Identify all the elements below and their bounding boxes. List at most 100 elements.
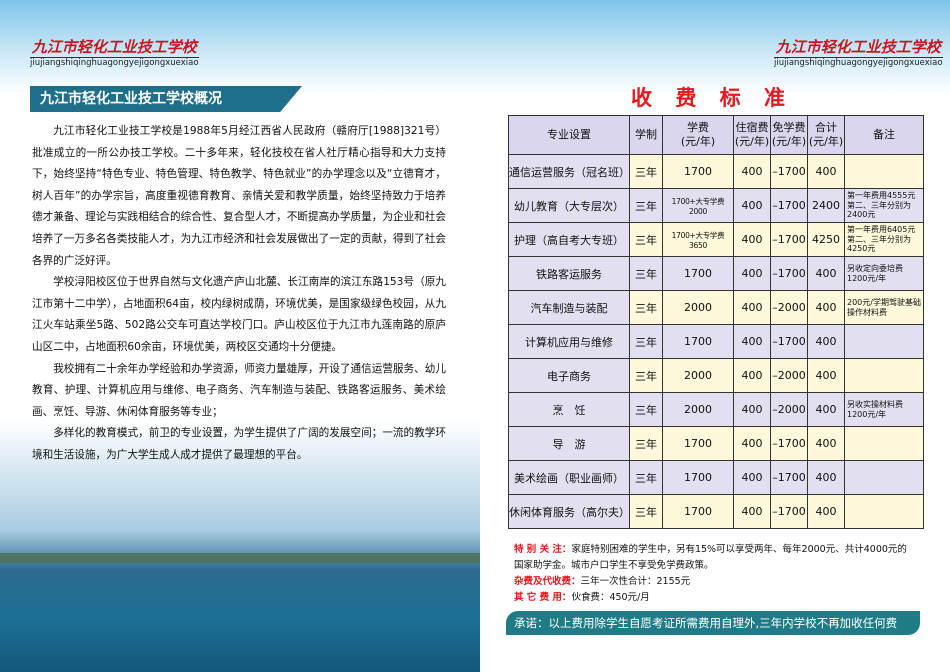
table-cell: 4250 bbox=[807, 222, 845, 257]
table-cell: 400 bbox=[733, 358, 771, 393]
note-label: 其 它 费 用： bbox=[514, 592, 572, 603]
remark-cell: 另收定向委培费1200元/年 bbox=[844, 256, 924, 291]
table-cell: 400 bbox=[733, 154, 771, 189]
logo-left: 九江市轻化工业技工学校 jiujiangshiqinghuagongyejigo… bbox=[30, 36, 199, 68]
table-cell: –1700 bbox=[770, 460, 808, 495]
remark-cell: 另收实操材料费1200元/年 bbox=[844, 392, 924, 427]
table-cell: 2000 bbox=[662, 358, 734, 393]
table-cell: 400 bbox=[807, 256, 845, 291]
lake-photo bbox=[0, 420, 480, 672]
table-cell: 1700 bbox=[662, 256, 734, 291]
table-cell: 美术绘画（职业画师） bbox=[508, 460, 630, 495]
remark-cell bbox=[844, 426, 924, 461]
note-label: 杂费及代收费： bbox=[514, 576, 581, 587]
logo-right: 九江市轻化工业技工学校 jiujiangshiqinghuagongyejigo… bbox=[774, 36, 943, 68]
table-cell: 400 bbox=[807, 494, 845, 529]
table-cell: –1700 bbox=[770, 426, 808, 461]
table-cell: –2000 bbox=[770, 358, 808, 393]
table-cell: –1700 bbox=[770, 222, 808, 257]
paragraph: 多样化的教育模式，前卫的专业设置，为学生提供了广阔的发展空间；一流的教学环境和生… bbox=[32, 427, 446, 461]
table-cell: 400 bbox=[807, 460, 845, 495]
table-row: 计算机应用与维修 三年 1700 400 –1700 400 bbox=[508, 324, 924, 359]
header-cell: 合计 (元/年) bbox=[807, 115, 845, 155]
table-cell: 1700 bbox=[662, 154, 734, 189]
table-cell: 400 bbox=[733, 324, 771, 359]
table-cell: 三年 bbox=[629, 290, 663, 325]
note-label: 特 别 关 注： bbox=[514, 544, 572, 555]
table-cell: –1700 bbox=[770, 256, 808, 291]
table-cell: –1700 bbox=[770, 188, 808, 223]
note: 特 别 关 注：家庭特别困难的学生中，另有15%可以享受两年、每年2000元、共… bbox=[514, 542, 910, 574]
table-cell: 400 bbox=[733, 290, 771, 325]
table-cell: 1700 bbox=[662, 324, 734, 359]
header-text: 住宿费 bbox=[735, 121, 769, 134]
table-cell: 400 bbox=[733, 494, 771, 529]
header-text: (元/年) bbox=[771, 135, 807, 148]
header-cell: 专业设置 bbox=[508, 115, 630, 155]
table-body: 通信运营服务（冠名班） 三年 1700 400 –1700 400 幼儿教育（大专层次） 三年… bbox=[508, 154, 924, 529]
table-cell: 汽车制造与装配 bbox=[508, 290, 630, 325]
paragraph: 我校拥有二十余年办学经验和办学资源，师资力量雄厚，开设了通信运营服务、幼儿教育、… bbox=[32, 362, 446, 418]
table-cell: 1700 bbox=[662, 460, 734, 495]
table-cell: 导 游 bbox=[508, 426, 630, 461]
note: 其 它 费 用：伙食费：450元/月 bbox=[514, 590, 910, 606]
header-text: 合计 bbox=[815, 121, 837, 134]
table-cell: 2000 bbox=[662, 392, 734, 427]
fee-heading: 收 费 标 准 bbox=[631, 86, 793, 110]
table-row: 汽车制造与装配 三年 2000 400 –2000 400 200元/学期驾驶基础操作材料费 bbox=[508, 290, 924, 325]
table-cell: 400 bbox=[733, 256, 771, 291]
table-cell: –1700 bbox=[770, 494, 808, 529]
fee-table: 专业设置 学制 学费 (元/年) 住宿费 (元/年) 免学费 (元/年) 合计 (元/年) 备注 通信… bbox=[508, 115, 924, 529]
table-cell: 通信运营服务（冠名班） bbox=[508, 154, 630, 189]
note-text: 伙食费：450元/月 bbox=[571, 592, 650, 603]
remark-cell bbox=[844, 358, 924, 393]
table-cell: –1700 bbox=[770, 324, 808, 359]
table-cell: 400 bbox=[807, 324, 845, 359]
remark-cell: 第一年费用4555元 第二、三年分别为2400元 bbox=[844, 188, 924, 223]
table-cell: 1700+大专学费2000 bbox=[662, 188, 734, 223]
table-cell: 400 bbox=[733, 426, 771, 461]
table-cell: 三年 bbox=[629, 222, 663, 257]
logo-name: 九江市轻化工业技工学校 bbox=[775, 38, 941, 56]
header-text: 专业设置 bbox=[547, 128, 591, 141]
table-cell: 三年 bbox=[629, 188, 663, 223]
table-cell: 1700+大专学费3650 bbox=[662, 222, 734, 257]
table-cell: 电子商务 bbox=[508, 358, 630, 393]
table-cell: 三年 bbox=[629, 324, 663, 359]
note-text: 三年一次性合计：2155元 bbox=[580, 576, 691, 587]
header-text: (元/年) bbox=[680, 135, 716, 148]
logo-pinyin: jiujiangshiqinghuagongyejigongxuexiao bbox=[30, 57, 199, 68]
table-cell: –1700 bbox=[770, 154, 808, 189]
remark-cell bbox=[844, 460, 924, 495]
table-cell: 1700 bbox=[662, 494, 734, 529]
table-cell: 400 bbox=[733, 188, 771, 223]
section-title: 九江市轻化工业技工学校概况 bbox=[30, 86, 302, 112]
table-cell: 三年 bbox=[629, 426, 663, 461]
header-cell: 学费 (元/年) bbox=[662, 115, 734, 155]
table-row: 幼儿教育（大专层次） 三年 1700+大专学费2000 400 –1700 2400 第一年… bbox=[508, 188, 924, 223]
table-cell: 400 bbox=[733, 392, 771, 427]
header-text: (元/年) bbox=[734, 135, 770, 148]
table-cell: –2000 bbox=[770, 392, 808, 427]
table-cell: 400 bbox=[807, 358, 845, 393]
note: 杂费及代收费：三年一次性合计：2155元 bbox=[514, 574, 910, 590]
remark-cell bbox=[844, 154, 924, 189]
table-row: 烹 饪三年 2000 400 –2000 400 另收实操材料费1200元/年 bbox=[508, 392, 924, 427]
table-cell: 三年 bbox=[629, 494, 663, 529]
header-text: 学制 bbox=[635, 128, 657, 141]
table-cell: 400 bbox=[733, 222, 771, 257]
notes: 特 别 关 注：家庭特别困难的学生中，另有15%可以享受两年、每年2000元、共… bbox=[514, 542, 910, 606]
note-text: 家庭特别困难的学生中，另有15%可以享受两年、每年2000元、共计4000元的国… bbox=[514, 544, 907, 571]
remark-cell: 第一年费用6405元 第二、三年分别为4250元 bbox=[844, 222, 924, 257]
table-row: 休闲体育服务（高尔夫） 三年 1700 400 –1700 400 bbox=[508, 494, 924, 529]
table-cell: 400 bbox=[807, 392, 845, 427]
table-cell: 三年 bbox=[629, 256, 663, 291]
table-row: 护理（高自考大专班） 三年 1700+大专学费3650 400 –1700 4250 第一年… bbox=[508, 222, 924, 257]
remark-cell bbox=[844, 324, 924, 359]
table-cell: 休闲体育服务（高尔夫） bbox=[508, 494, 630, 529]
intro-text: 九江市轻化工业技工学校是1988年5月经江西省人民政府（赣府厅[1988]321… bbox=[32, 121, 446, 467]
table-cell: 三年 bbox=[629, 460, 663, 495]
table-cell: 铁路客运服务 bbox=[508, 256, 630, 291]
table-cell: 三年 bbox=[629, 154, 663, 189]
